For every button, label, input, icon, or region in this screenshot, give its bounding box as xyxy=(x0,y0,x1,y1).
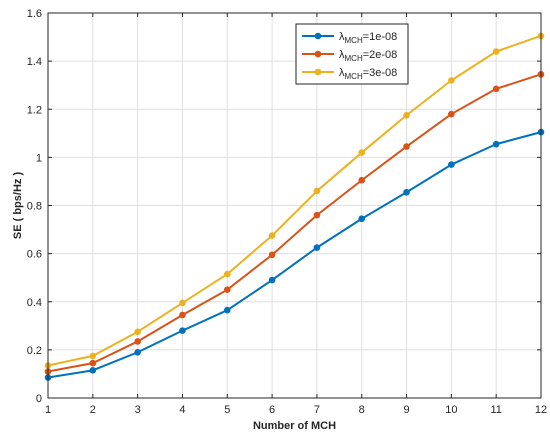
data-point xyxy=(223,270,231,278)
data-point xyxy=(313,244,321,251)
x-tick-label: 12 xyxy=(535,404,547,416)
series-1 xyxy=(44,128,545,381)
x-tick-label: 11 xyxy=(490,404,501,416)
legend-entry: λMCH=3e-08 xyxy=(302,67,397,81)
data-point xyxy=(223,306,231,314)
y-tick-label: 1.6 xyxy=(27,8,42,20)
x-tick-label: 8 xyxy=(359,404,365,416)
legend-label: λMCH=2e-08 xyxy=(339,49,397,63)
data-point xyxy=(448,77,455,84)
data-point xyxy=(313,187,321,195)
y-tick-label: 0.4 xyxy=(27,297,42,309)
y-tick-label: 1 xyxy=(36,152,42,164)
y-tick-label: 0.8 xyxy=(27,201,42,213)
data-point xyxy=(89,367,97,374)
x-tick-label: 10 xyxy=(445,404,457,416)
data-point xyxy=(179,311,186,319)
x-axis-label: Number of MCH xyxy=(253,420,336,432)
legend-marker xyxy=(314,32,322,40)
x-tick-label: 9 xyxy=(403,404,409,416)
series-layer xyxy=(44,32,545,381)
series-2 xyxy=(44,71,545,375)
data-point xyxy=(448,161,455,168)
legend-entry: λMCH=2e-08 xyxy=(302,49,397,63)
y-tick-label: 1.2 xyxy=(27,104,42,116)
legend: λMCH=1e-08 λMCH=2e-08 λMCH=3e-08 xyxy=(295,23,409,85)
legend-label: λMCH=3e-08 xyxy=(339,67,397,81)
series-line xyxy=(47,34,542,367)
data-point xyxy=(134,328,141,336)
series-3 xyxy=(44,32,545,369)
data-point xyxy=(492,140,500,148)
data-point xyxy=(268,232,276,239)
legend-marker xyxy=(314,68,322,76)
series-line xyxy=(47,73,542,373)
data-point xyxy=(313,211,321,219)
data-point xyxy=(448,110,455,118)
data-point xyxy=(134,348,141,356)
y-axis-label: SE ( bps/Hz ) xyxy=(12,172,24,240)
data-point xyxy=(492,85,500,93)
data-point xyxy=(403,188,410,196)
x-tick-label: 2 xyxy=(90,404,96,416)
y-tick-label: 0.6 xyxy=(27,249,42,261)
data-point xyxy=(358,215,366,223)
x-tick-label: 7 xyxy=(314,404,320,416)
legend-marker xyxy=(314,50,322,58)
data-point xyxy=(268,276,276,284)
data-point xyxy=(89,352,97,360)
series-line xyxy=(47,131,542,379)
data-point xyxy=(89,359,97,367)
data-point xyxy=(179,327,186,334)
y-tick-label: 0.2 xyxy=(27,345,42,357)
legend-label: λMCH=1e-08 xyxy=(339,31,397,45)
x-tick-label: 3 xyxy=(135,404,141,416)
data-point xyxy=(134,338,141,345)
y-tick-label: 1.4 xyxy=(27,56,42,68)
x-tick-label: 6 xyxy=(269,404,275,416)
y-tick-label: 0 xyxy=(36,393,42,405)
data-point xyxy=(403,111,410,119)
x-tick-label: 5 xyxy=(224,404,230,416)
legend-entry: λMCH=1e-08 xyxy=(302,31,397,45)
x-tick-label: 4 xyxy=(179,404,185,416)
data-point xyxy=(223,286,231,294)
data-point xyxy=(179,299,186,307)
data-point xyxy=(403,143,410,150)
data-point xyxy=(358,149,366,156)
data-point xyxy=(268,251,276,259)
x-tick-label: 1 xyxy=(45,404,51,416)
data-point xyxy=(358,176,366,184)
data-point xyxy=(492,48,500,55)
